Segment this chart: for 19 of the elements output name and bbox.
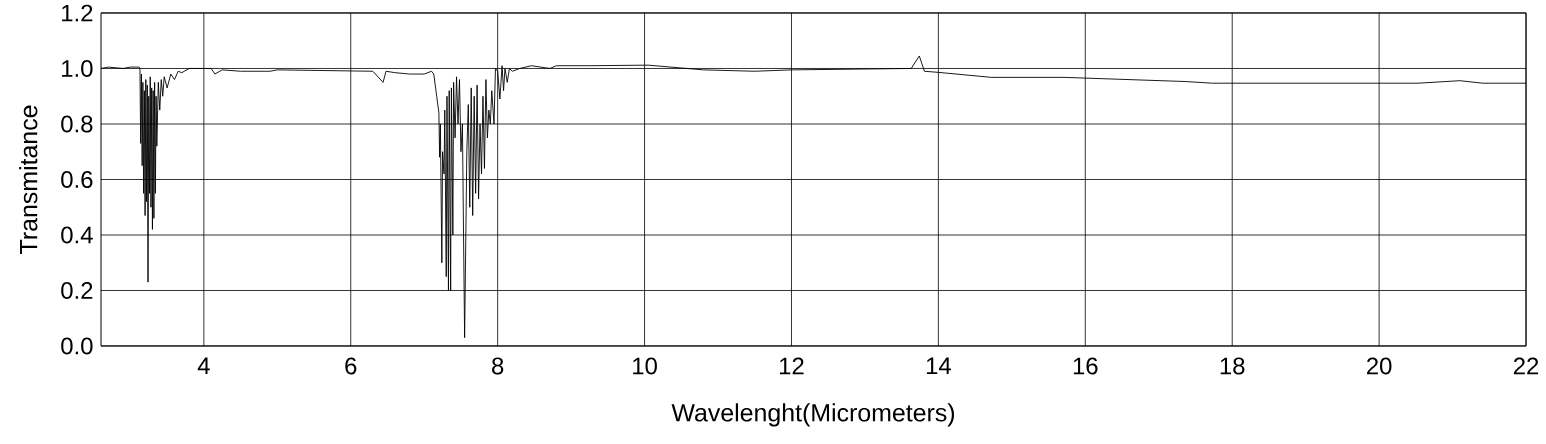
x-tick-label: 12 bbox=[780, 357, 804, 375]
x-tick-label: 22 bbox=[1513, 357, 1539, 375]
y-tick-label: 0.6 bbox=[61, 171, 93, 188]
x-tick-label: 6 bbox=[345, 357, 357, 375]
x-tick-label: 4 bbox=[197, 357, 210, 374]
x-tick-label: 10 bbox=[633, 357, 657, 375]
x-tick-label: 8 bbox=[492, 357, 504, 375]
y-tick-label: 0.4 bbox=[61, 226, 93, 244]
y-axis-title: Transmitance bbox=[19, 105, 38, 254]
y-tick-label: 1.0 bbox=[62, 60, 93, 77]
x-tick-label: 18 bbox=[1220, 357, 1245, 375]
y-tick-label: 0.2 bbox=[61, 282, 93, 299]
x-tick-label: 16 bbox=[1073, 357, 1098, 375]
x-tick-label: 20 bbox=[1367, 357, 1392, 375]
y-tick-label: 0.0 bbox=[61, 337, 93, 355]
x-tick-label: 14 bbox=[926, 357, 951, 374]
x-axis-title: Wavelenght(Micrometers) bbox=[671, 403, 955, 427]
y-tick-label: 0.8 bbox=[61, 115, 93, 133]
y-tick-label: 1.2 bbox=[62, 4, 93, 22]
